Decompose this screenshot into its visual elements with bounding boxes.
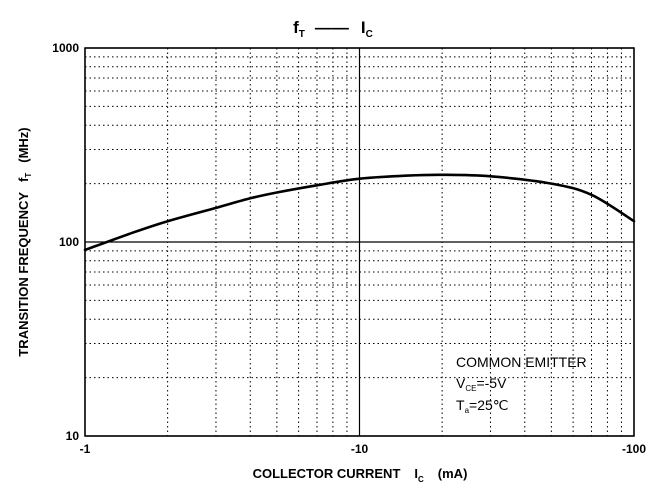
- axes: [84, 47, 635, 437]
- title-ic: I: [361, 18, 366, 37]
- y-tick-label: 100: [59, 235, 79, 249]
- x-axis-label: COLLECTOR CURRENT IC (mA): [253, 466, 468, 484]
- annotation-box: COMMON EMITTER VCE=-5V Ta=25℃: [456, 354, 587, 415]
- y-axis-label-unit: (MHz): [16, 127, 31, 162]
- series-layer: [83, 173, 636, 252]
- y-tick-label: 10: [66, 429, 80, 443]
- y-axis-label-symbol-sub: T: [24, 173, 33, 178]
- title-dash: ——: [315, 18, 349, 37]
- annotation-line-3: Ta=25℃: [456, 397, 509, 415]
- x-axis-label-unit: (mA): [438, 466, 468, 481]
- title-ft: f: [293, 18, 299, 37]
- plot-frame: [84, 47, 635, 437]
- annotation-ta: T: [456, 397, 465, 413]
- tick-labels: -1 -10 -100 10 100 1000: [52, 41, 646, 456]
- y-axis-label-symbol: f: [16, 177, 31, 182]
- grid: [84, 47, 635, 437]
- x-axis-label-symbol-sub: C: [418, 475, 424, 484]
- annotation-vce-value: =-5V: [476, 375, 507, 391]
- chart-title: fT —— IC: [293, 18, 373, 40]
- annotation-ta-sub: a: [465, 406, 470, 415]
- annotation-vce-sub: CE: [465, 384, 476, 393]
- y-axis-label: TRANSITION FREQUENCY fT (MHz): [16, 127, 33, 356]
- y-axis-label-text: TRANSITION FREQUENCY: [16, 192, 31, 357]
- x-axis-label-symbol: I: [414, 466, 418, 481]
- annotation-vce: V: [456, 375, 466, 391]
- x-tick-label: -1: [80, 442, 91, 456]
- x-tick-label: -10: [351, 442, 369, 456]
- x-tick-label: -100: [622, 442, 646, 456]
- annotation-line-1: COMMON EMITTER: [456, 354, 587, 370]
- annotation-ta-value: =25℃: [469, 397, 508, 413]
- title-ic-sub: C: [366, 29, 373, 40]
- x-axis-label-text: COLLECTOR CURRENT: [253, 466, 401, 481]
- title-ft-sub: T: [299, 29, 305, 40]
- y-tick-label: 1000: [52, 41, 79, 55]
- series-line-ft: [83, 173, 636, 252]
- annotation-line-2: VCE=-5V: [456, 375, 507, 393]
